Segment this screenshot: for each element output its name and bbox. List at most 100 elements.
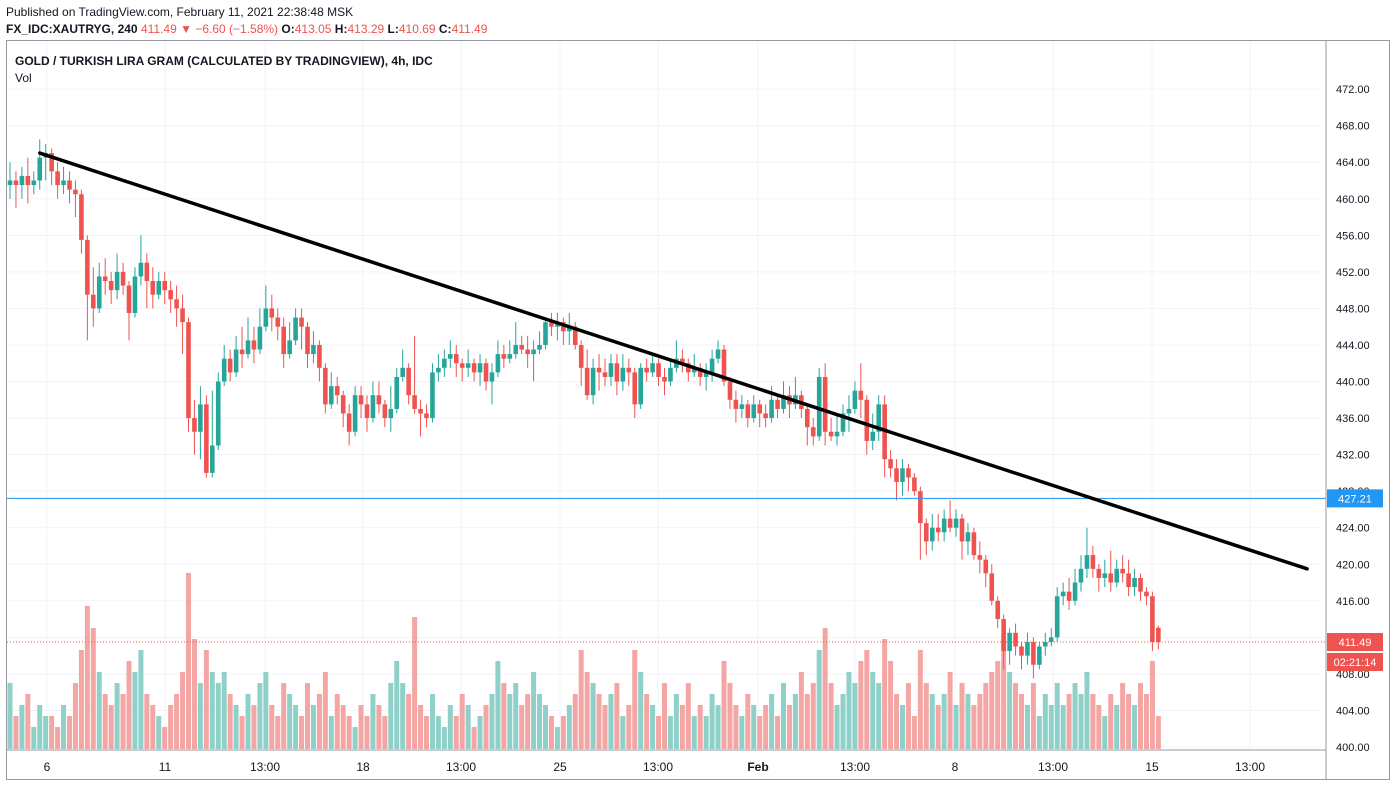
low-value: 410.69: [398, 22, 436, 36]
volume-bar: [543, 705, 548, 749]
y-tick-label: 408.00: [1336, 669, 1370, 681]
candle-body: [894, 468, 899, 483]
candle-body: [602, 372, 608, 377]
volume-bar: [322, 672, 328, 749]
candle-body: [1078, 568, 1084, 583]
volume-bar: [507, 694, 513, 749]
volume-bar: [233, 705, 239, 749]
candle-body: [745, 404, 751, 419]
candle-body: [971, 532, 977, 556]
volume-bar: [519, 705, 525, 749]
candle-body: [953, 518, 959, 528]
candle-body: [311, 344, 316, 355]
candle-body: [19, 175, 25, 186]
candle-body: [293, 317, 298, 341]
volume-bar: [662, 683, 667, 749]
close-value: 411.49: [451, 22, 488, 36]
volume-bar: [644, 694, 650, 749]
volume-bar: [971, 705, 977, 749]
volume-bar: [602, 705, 608, 749]
volume-bar: [412, 617, 418, 749]
chart-frame[interactable]: [6, 40, 1390, 780]
candle-body: [215, 381, 221, 446]
candle-body: [828, 431, 834, 437]
volume-bar: [596, 694, 602, 749]
volume-bar: [757, 716, 763, 749]
volume-bar: [168, 705, 174, 749]
horizontal-level-label: 427.21: [1338, 493, 1372, 505]
volume-bar: [1036, 716, 1042, 749]
volume-bar: [1066, 694, 1072, 749]
candle-body: [709, 358, 715, 373]
candle-body: [448, 354, 453, 359]
candle-body: [1156, 627, 1161, 643]
candle-body: [1144, 591, 1149, 597]
volume-bar: [697, 705, 703, 749]
x-tick-label: 13:00: [446, 760, 476, 774]
candle-body: [204, 404, 209, 473]
candle-body: [561, 322, 566, 332]
candle-body: [412, 395, 417, 409]
candle-body: [590, 367, 596, 396]
candle-body: [263, 308, 269, 327]
volume-bar: [209, 672, 215, 749]
volume-bar: [257, 683, 263, 749]
candle-body: [626, 367, 632, 373]
candle-body: [620, 367, 626, 382]
candle-body: [656, 363, 661, 377]
candle-body: [507, 354, 513, 359]
y-tick-label: 424.00: [1336, 523, 1370, 535]
volume-bar: [281, 683, 287, 749]
volume-bar: [197, 683, 203, 749]
volume-bar: [804, 694, 810, 749]
candle-body: [1126, 573, 1131, 588]
candle-body: [334, 386, 340, 396]
volume-bar: [947, 672, 953, 749]
candle-body: [686, 363, 691, 373]
volume-bar: [144, 694, 150, 749]
candle-body: [281, 326, 286, 355]
candle-body: [769, 399, 774, 419]
volume-bar: [72, 683, 78, 749]
volume-bar: [328, 716, 334, 749]
high-value: 413.29: [347, 22, 385, 36]
candle-body: [382, 404, 388, 419]
candle-body: [513, 344, 519, 355]
volume-bar: [477, 716, 483, 749]
candle-body: [13, 180, 19, 186]
candle-body: [876, 404, 881, 432]
volume-bar: [537, 694, 543, 749]
volume-bar: [548, 716, 554, 749]
volume-bar: [1001, 639, 1007, 749]
volume-bar: [983, 683, 989, 749]
volume-bar: [733, 705, 739, 749]
volume-legend-label: Vol: [15, 71, 32, 85]
candle-body: [1138, 577, 1143, 592]
candle-body: [834, 431, 840, 437]
volume-bar: [84, 606, 90, 749]
candle-body: [275, 317, 281, 327]
volume-bar: [566, 705, 572, 749]
x-tick-label: 13:00: [643, 760, 673, 774]
x-tick-label: 18: [356, 760, 370, 774]
volume-bar: [798, 672, 804, 749]
open-label: O:: [281, 22, 295, 36]
candle-body: [995, 600, 1000, 620]
candle-body: [370, 395, 376, 419]
candle-body: [323, 367, 328, 405]
volume-bar: [346, 716, 352, 749]
x-tick-label: 13:00: [1038, 760, 1068, 774]
candle-body: [965, 532, 971, 542]
candle-body: [269, 308, 275, 318]
candle-body: [638, 367, 643, 405]
candle-body: [751, 404, 757, 419]
published-line: Published on TradingView.com, February 1…: [6, 5, 354, 19]
candle-body: [1019, 646, 1024, 656]
volume-bar: [959, 683, 965, 749]
volume-bar: [876, 683, 882, 749]
candle-body: [757, 404, 762, 414]
volume-bar: [352, 727, 358, 749]
candle-body: [924, 523, 929, 542]
candle-body: [929, 527, 935, 542]
